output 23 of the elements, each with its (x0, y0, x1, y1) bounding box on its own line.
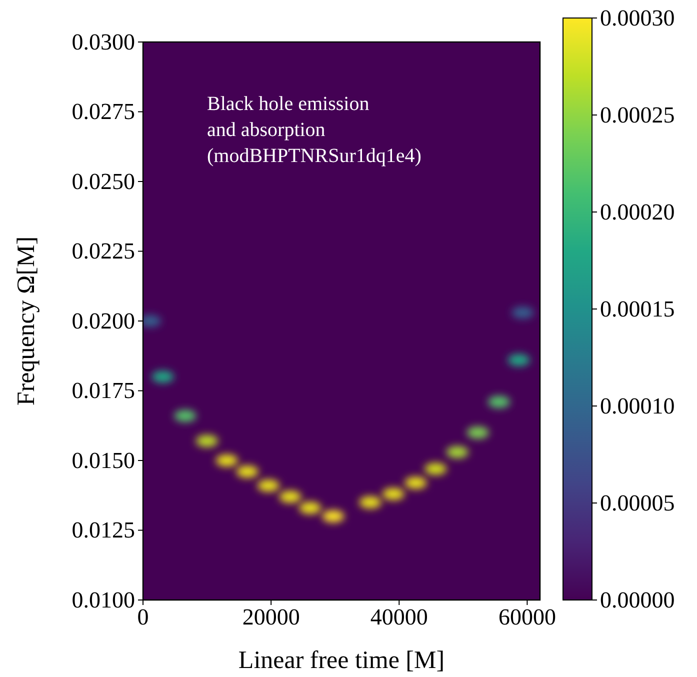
x-tick-label: 20000 (242, 604, 300, 630)
y-tick-label: 0.0250 (72, 168, 135, 194)
color-bar-label: 0.00025 (600, 102, 675, 128)
y-tick-label: 0.0225 (72, 238, 135, 264)
x-tick-label: 0 (137, 604, 149, 630)
color-bar-label: 0.00020 (600, 199, 675, 224)
color-bar-label: 0.00005 (600, 490, 675, 516)
color-bar-label: 0.00015 (600, 296, 675, 322)
x-tick-label: 60000 (498, 604, 556, 630)
y-tick-label: 0.0125 (72, 518, 135, 543)
x-axis-title: Linear free time [M] (238, 647, 445, 674)
y-tick-label: 0.0175 (72, 378, 135, 404)
color-bar-label: 0.00030 (600, 5, 675, 30)
y-tick-label: 0.0300 (72, 29, 135, 54)
y-tick-label: 0.0100 (72, 587, 135, 612)
x-tick-label: 40000 (370, 604, 428, 630)
color-bar-label: 0.00000 (600, 587, 675, 612)
color-bar-label: 0.00010 (600, 393, 675, 418)
y-tick-label: 0.0275 (72, 99, 135, 124)
y-axis-title: Frequency Ω[M] (13, 236, 40, 406)
annotation: Black hole emission and absorption (modBHPTNRSur1dq1e4) (207, 93, 422, 167)
y-tick-label: 0.0200 (72, 308, 135, 334)
y-tick-label: 0.0150 (72, 448, 135, 473)
